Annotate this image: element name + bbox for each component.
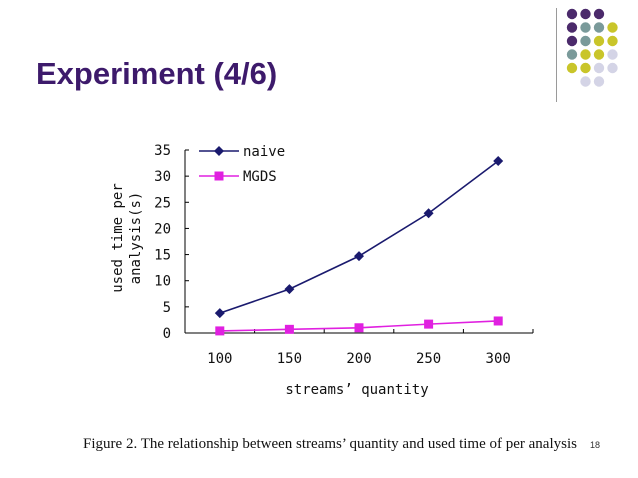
decorative-dot: [580, 49, 591, 60]
decorative-dot: [607, 35, 618, 47]
x-tick-label: 200: [346, 351, 371, 367]
x-tick-labels: 100 150 200 250 300: [207, 351, 511, 367]
decorative-dot: [593, 62, 605, 74]
decorative-dot: [580, 62, 591, 74]
decorative-dot: [566, 35, 578, 47]
series-naive: [214, 155, 504, 319]
y-tick-label: 15: [154, 248, 171, 264]
decorative-dot: [580, 35, 591, 47]
decorative-dot: [593, 49, 605, 60]
x-axis-label: streams’ quantity: [285, 382, 428, 398]
y-tick-label: 20: [154, 221, 171, 237]
y-tick-label: 30: [154, 169, 171, 185]
data-point: [354, 323, 364, 333]
data-point: [284, 284, 295, 295]
line-chart: naive MGDS 0 5 10 15 20 25 30 35 100 150 200 250 300…: [110, 143, 534, 398]
decorative-dot: [566, 22, 578, 33]
x-tick-label: 100: [207, 351, 232, 367]
y-tick-label: 10: [154, 274, 171, 290]
y-tick-label: 25: [154, 195, 171, 211]
y-tick-label: 0: [163, 326, 171, 342]
y-axis-label-line: used time per: [110, 183, 126, 293]
decorative-dot: [593, 8, 605, 20]
decorative-dot: [566, 49, 578, 60]
decorative-dot: [593, 35, 605, 47]
chart-legend: naive MGDS: [199, 144, 285, 185]
x-tick-label: 150: [277, 351, 302, 367]
series-mgds: [215, 316, 503, 336]
slide-title: Experiment (4/6): [36, 56, 278, 91]
data-point: [284, 324, 294, 334]
y-tick-label: 35: [154, 143, 171, 159]
data-point: [493, 155, 504, 166]
data-point: [423, 208, 434, 219]
decorative-dot: [566, 62, 578, 74]
decorative-dot: [607, 22, 618, 33]
legend-label: naive: [243, 144, 285, 160]
data-point: [424, 319, 434, 329]
decorative-dot: [580, 22, 591, 33]
decorative-dot: [607, 62, 618, 74]
data-point: [214, 308, 225, 319]
x-tick-label: 250: [416, 351, 441, 367]
title-divider-line: [556, 8, 557, 102]
x-tick-label: 300: [486, 351, 511, 367]
decorative-dot: [593, 76, 605, 87]
decorative-dot: [566, 8, 578, 20]
legend-marker: [214, 171, 224, 181]
y-tick-label: 5: [163, 300, 171, 316]
page-number: 18: [590, 440, 601, 450]
legend-label: MGDS: [243, 169, 277, 185]
data-point: [215, 326, 225, 336]
data-point: [493, 316, 503, 326]
y-axis-label: used time per analysis(s): [110, 183, 144, 293]
decorative-dot: [580, 76, 591, 87]
decorative-dot: [580, 8, 591, 20]
decorative-dot: [593, 22, 605, 33]
data-point: [354, 251, 364, 262]
y-axis-label-line: analysis(s): [128, 192, 144, 285]
decorative-dot: [607, 49, 618, 60]
legend-marker: [214, 146, 224, 156]
decorative-dot-grid: [566, 8, 618, 87]
figure-caption: Figure 2. The relationship between strea…: [83, 436, 577, 452]
y-tick-labels: 0 5 10 15 20 25 30 35: [154, 143, 171, 342]
